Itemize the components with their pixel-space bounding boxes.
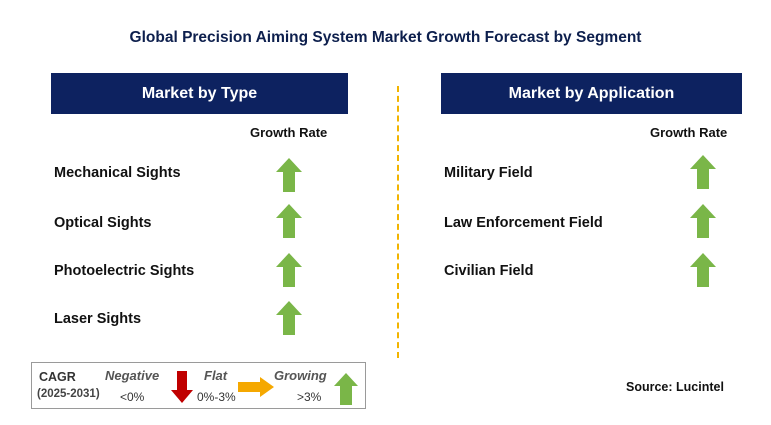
market-by-type-header: Market by Type [51,73,348,114]
page-title: Global Precision Aiming System Market Gr… [129,29,642,46]
application-item-military-field: Military Field [444,165,533,181]
legend-flat-label: Flat [204,368,228,383]
green-up-arrow-icon [276,301,302,335]
orange-right-arrow-icon [238,377,274,397]
cagr-legend: CAGR (2025-2031) Negative <0% Flat 0%-3%… [31,362,366,409]
legend-negative-label: Negative [105,368,160,383]
green-up-arrow-icon [334,373,358,405]
green-up-arrow-icon [276,253,302,287]
application-item-law-enforcement-field: Law Enforcement Field [444,215,603,231]
type-growth-rate-label: Growth Rate [250,125,328,140]
legend-growing-range: >3% [297,390,322,404]
legend-negative-range: <0% [120,390,145,404]
red-down-arrow-icon [171,371,193,403]
green-up-arrow-icon [276,158,302,192]
application-growth-rate-label: Growth Rate [650,125,728,140]
type-item-optical-sights: Optical Sights [54,215,152,231]
source-credit: Source: Lucintel [626,380,724,394]
type-item-mechanical-sights: Mechanical Sights [54,165,181,181]
market-by-application-header: Market by Application [441,73,742,114]
green-up-arrow-icon [690,155,716,189]
application-item-civilian-field: Civilian Field [444,263,534,279]
legend-cagr-label: CAGR [39,370,76,384]
type-item-laser-sights: Laser Sights [54,311,142,327]
green-up-arrow-icon [276,204,302,238]
green-up-arrow-icon [690,253,716,287]
legend-growing-label: Growing [274,368,327,383]
green-up-arrow-icon [690,204,716,238]
legend-flat-range: 0%-3% [197,390,236,404]
legend-period: (2025-2031) [37,388,100,400]
type-item-photoelectric-sights: Photoelectric Sights [54,263,195,279]
panel-divider [397,86,399,358]
